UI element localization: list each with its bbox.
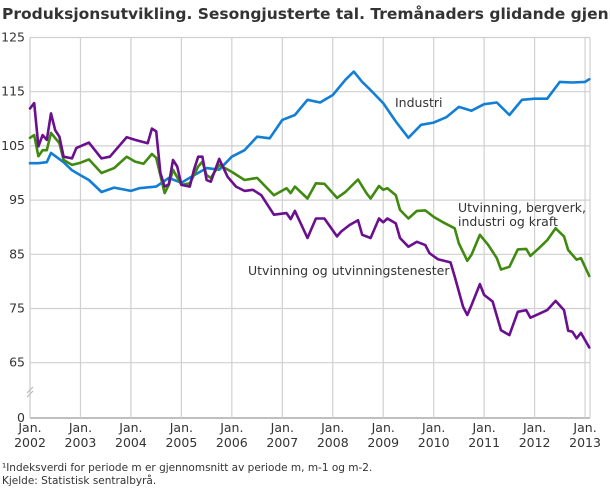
series-label-utvinning-bergverk-line1: Utvinning, bergverk, xyxy=(458,200,586,215)
x-tick-label-year: 2012 xyxy=(519,435,551,450)
y-tick-label: 85 xyxy=(9,246,25,261)
x-tick-label-year: 2009 xyxy=(367,435,399,450)
x-tick-label-month: Jan. xyxy=(68,420,92,435)
x-tick-label-year: 2006 xyxy=(216,435,248,450)
series-line-utvinning-og-utvinningstenester xyxy=(28,101,591,349)
series-label-industri: Industri xyxy=(395,95,443,110)
x-tick-label-month: Jan. xyxy=(270,420,294,435)
x-tick-label-month: Jan. xyxy=(17,420,41,435)
x-tick-label-month: Jan. xyxy=(522,420,546,435)
series-line-industri xyxy=(28,70,591,194)
x-tick-label-month: Jan. xyxy=(320,420,344,435)
chart-title: Produksjonsutvikling. Sesongjusterte tal… xyxy=(2,4,610,23)
x-tick-label-month: Jan. xyxy=(219,420,243,435)
x-tick-label-year: 2005 xyxy=(165,435,197,450)
series-line-utvinning-bergverk-industri-kraft xyxy=(28,131,591,278)
footnote: ¹Indeksverdi for periode m er gjennomsni… xyxy=(2,462,372,474)
y-tick-label: 115 xyxy=(1,84,25,99)
x-axis: Jan.2002Jan.2003Jan.2004Jan.2005Jan.2006… xyxy=(14,420,601,450)
y-tick-label: 75 xyxy=(9,301,25,316)
x-tick-label-month: Jan. xyxy=(472,420,496,435)
x-tick-label-month: Jan. xyxy=(371,420,395,435)
x-tick-label-year: 2011 xyxy=(468,435,500,450)
axis-break-mark xyxy=(26,386,34,398)
y-tick-label: 65 xyxy=(9,355,25,370)
x-tick-label-month: Jan. xyxy=(169,420,193,435)
y-tick-label: 125 xyxy=(1,30,25,45)
x-tick-label-year: 2010 xyxy=(418,435,450,450)
y-tick-label: 105 xyxy=(1,138,25,153)
y-axis: 125 115 105 95 85 75 65 0 xyxy=(1,30,25,426)
x-tick-label-year: 2007 xyxy=(266,435,298,450)
series-label-utvinning-og-utvinningstenester: Utvinning og utvinningstenester xyxy=(248,263,450,278)
x-tick-label-year: 2013 xyxy=(569,435,601,450)
x-tick-label-year: 2008 xyxy=(317,435,349,450)
series-lines xyxy=(28,70,591,349)
x-tick-label-year: 2004 xyxy=(115,435,147,450)
y-tick-label: 0 xyxy=(17,410,25,425)
x-tick-label-year: 2002 xyxy=(14,435,46,450)
x-tick-label-month: Jan. xyxy=(572,420,596,435)
x-tick-label-month: Jan. xyxy=(421,420,445,435)
source: Kjelde: Statistisk sentralbyrå. xyxy=(2,474,156,487)
series-label-utvinning-bergverk-line2: industri og kraft xyxy=(458,214,558,229)
x-tick-label-month: Jan. xyxy=(118,420,142,435)
x-tick-label-year: 2003 xyxy=(65,435,97,450)
y-tick-label: 95 xyxy=(9,192,25,207)
grid xyxy=(29,36,591,419)
